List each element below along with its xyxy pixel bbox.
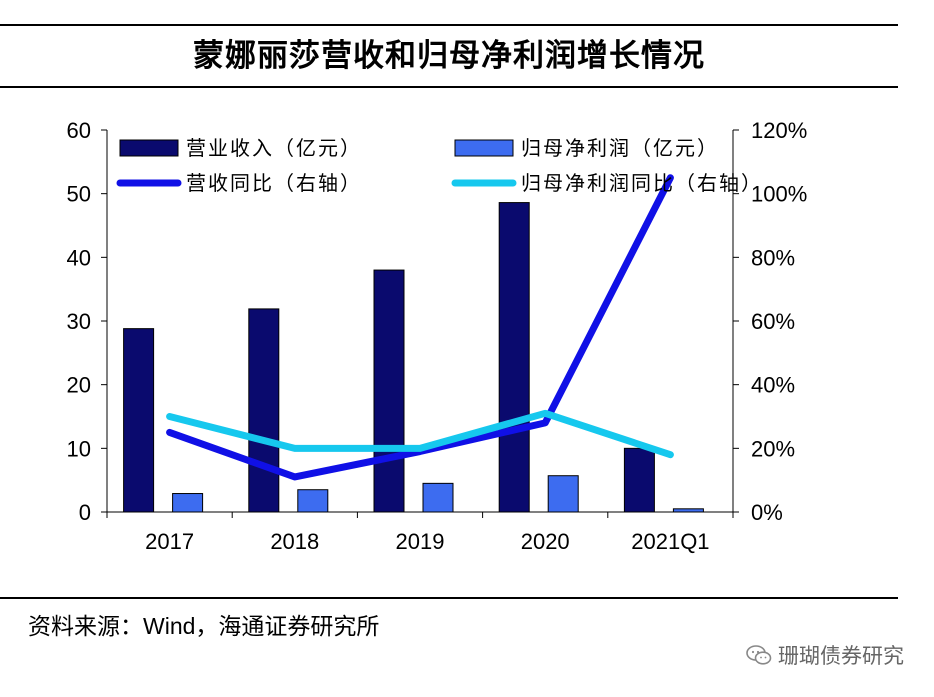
net-profit-bar [297,489,329,513]
legend-net-profit-label: 归母净利润（亿元） [521,137,719,160]
legend-revenue-yoy: 营收同比（右轴） [116,172,362,195]
left-axis-tick-label: 0 [79,500,91,525]
x-axis-tick-label: 2019 [396,529,445,554]
x-axis-tick-label: 2021Q1 [631,529,709,554]
left-axis-tick-label: 20 [67,373,91,398]
legend-net-profit: 归母净利润（亿元） [454,137,719,160]
legend-revenue-swatch [119,139,179,157]
title-rule [0,86,898,88]
left-axis-tick-label: 50 [67,182,91,207]
net-profit-bar [172,493,204,513]
top-rule [0,24,898,26]
x-axis-tick-label: 2017 [145,529,194,554]
right-axis-tick-label: 20% [751,436,795,461]
revenue-bar [623,447,655,513]
source-rule [0,597,898,599]
net-profit-bar [672,508,704,513]
legend-revenue: 营业收入（亿元） [119,137,362,160]
chart: 0 10 20 30 40 50 60 0% 20% 40% 60% 80% 100% 120% 2017 2… [67,118,808,554]
legend-net-profit-yoy: 归母净利润同比（右轴） [451,172,763,195]
x-axis-tick-label: 2018 [270,529,319,554]
source-note: 资料来源：Wind，海通证券研究所 [28,613,380,639]
right-axis-tick-label: 100% [751,182,807,207]
left-axis-tick-label: 60 [67,118,91,143]
revenue-bar [123,328,155,513]
wechat-icon [746,645,772,665]
x-axis-tick-label: 2020 [521,529,570,554]
net-profit-bar [422,482,454,513]
net-profit-bar [547,475,579,513]
revenue-bar [498,202,530,513]
right-axis-tick-label: 120% [751,118,807,143]
watermark-text: 珊瑚债券研究 [778,644,904,668]
chart-title: 蒙娜丽莎营收和归母净利润增长情况 [193,38,705,74]
left-axis-tick-label: 10 [67,436,91,461]
right-axis-tick-label: 40% [751,373,795,398]
watermark: 珊瑚债券研究 [746,640,904,670]
right-axis-tick-label: 0% [751,500,783,525]
net-profit-yoy-line [166,409,674,459]
revenue-bar [373,269,405,513]
left-axis-tick-label: 30 [67,309,91,334]
legend-net-profit-swatch [454,139,514,157]
legend-revenue-label: 营业收入（亿元） [186,137,362,160]
right-axis-tick-label: 80% [751,245,795,270]
legend-net-profit-yoy-label: 归母净利润同比（右轴） [521,172,763,195]
right-axis-tick-label: 60% [751,309,795,334]
revenue-bar [248,308,280,513]
left-axis-tick-label: 40 [67,245,91,270]
legend-revenue-yoy-label: 营收同比（右轴） [186,172,362,195]
